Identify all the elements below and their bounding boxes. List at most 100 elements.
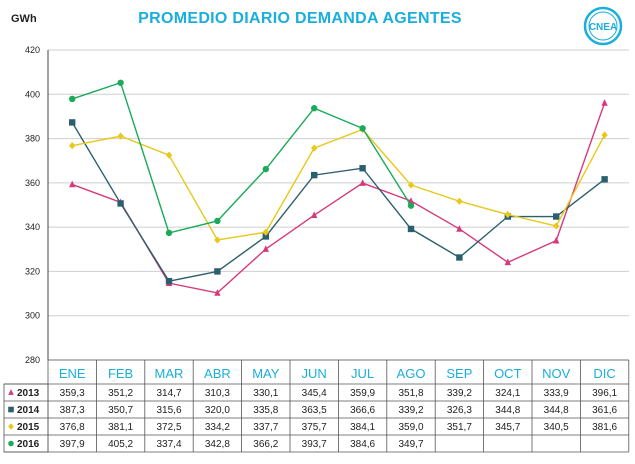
data-point-2015 xyxy=(117,132,124,140)
data-point-2013 xyxy=(456,225,463,232)
table-value: 345,7 xyxy=(495,422,520,433)
cnea-logo: CNEA xyxy=(583,6,623,46)
series-line-2016 xyxy=(71,81,412,234)
table-value: 396,1 xyxy=(592,388,617,399)
data-point-2014 xyxy=(456,254,463,261)
data-point-2015 xyxy=(407,181,415,189)
data-point-2013 xyxy=(311,211,318,218)
data-point-2014 xyxy=(262,233,269,240)
table-value: 326,3 xyxy=(447,405,472,416)
table-value: 339,2 xyxy=(398,405,423,416)
table-value: 324,1 xyxy=(495,388,520,399)
table-value: 375,7 xyxy=(302,422,327,433)
data-point-2014 xyxy=(117,200,124,207)
table-value: 384,6 xyxy=(350,439,375,450)
data-point-2016 xyxy=(69,95,76,103)
table-value: 337,4 xyxy=(156,439,181,450)
table-value: 330,1 xyxy=(253,388,278,399)
table-value: 351,2 xyxy=(108,388,133,399)
data-point-2014 xyxy=(553,213,560,220)
x-tick-label: ABR xyxy=(204,366,231,381)
legend-marker-2014 xyxy=(8,406,14,413)
series-line-2014 xyxy=(71,122,606,282)
legend-label: 2014 xyxy=(17,405,40,416)
data-point-2015 xyxy=(165,151,173,159)
table-value: 333,9 xyxy=(544,388,569,399)
data-point-2013 xyxy=(359,179,366,186)
y-tick-label: 400 xyxy=(25,89,40,99)
svg-text:CNEA: CNEA xyxy=(589,22,617,33)
x-tick-label: AGO xyxy=(397,366,426,381)
table-value: 335,8 xyxy=(253,405,278,416)
y-tick-label: 340 xyxy=(25,222,40,232)
table-value: 363,5 xyxy=(302,405,327,416)
legend-label: 2016 xyxy=(17,439,40,450)
table-value: 345,4 xyxy=(302,388,327,399)
table-value: 359,3 xyxy=(60,388,85,399)
table-value: 351,7 xyxy=(447,422,472,433)
data-point-2016 xyxy=(117,79,124,86)
data-point-2013 xyxy=(504,258,511,266)
table-value: 397,9 xyxy=(60,439,85,450)
table-value: 310,3 xyxy=(205,388,230,399)
data-point-2013 xyxy=(601,99,608,106)
x-tick-label: NOV xyxy=(542,366,571,381)
data-point-2015 xyxy=(601,131,608,139)
data-point-2013 xyxy=(262,245,269,252)
y-tick-label: 380 xyxy=(25,134,40,144)
table-value: 314,7 xyxy=(156,388,181,399)
data-point-2013 xyxy=(214,289,221,296)
table-value: 340,5 xyxy=(544,422,569,433)
x-tick-label: JUL xyxy=(351,366,374,381)
table-value: 334,2 xyxy=(205,422,230,433)
data-point-2016 xyxy=(407,202,415,209)
data-point-2014 xyxy=(407,225,415,233)
y-tick-label: 320 xyxy=(25,266,40,276)
x-tick-label: MAR xyxy=(155,366,184,381)
x-tick-label: OCT xyxy=(494,366,522,381)
series-line-2015 xyxy=(72,128,606,241)
y-tick-label: 300 xyxy=(25,311,40,321)
table-value: 339,2 xyxy=(447,388,472,399)
y-tick-label: 420 xyxy=(25,45,40,55)
x-tick-label: SEP xyxy=(446,366,472,381)
data-point-2014 xyxy=(359,165,366,172)
x-tick-label: JUN xyxy=(302,366,327,381)
data-point-2016 xyxy=(359,125,366,132)
x-tick-label: ENE xyxy=(59,366,86,381)
data-point-2015 xyxy=(504,210,511,219)
data-point-2015 xyxy=(311,144,318,152)
data-point-2014 xyxy=(69,119,76,126)
table-value: 361,6 xyxy=(592,405,617,416)
table-value: 384,1 xyxy=(350,422,375,433)
table-value: 337,7 xyxy=(253,422,278,433)
y-axis-unit-label: GWh xyxy=(11,13,37,25)
table-value: 387,3 xyxy=(60,405,85,416)
data-point-2015 xyxy=(262,228,269,236)
table-value: 320,0 xyxy=(205,405,230,416)
table-value: 350,7 xyxy=(108,405,133,416)
table-value: 381,1 xyxy=(108,422,133,433)
data-point-2015 xyxy=(69,142,76,150)
legend-marker-2015 xyxy=(8,423,14,430)
table-value: 372,5 xyxy=(156,422,181,433)
table-value: 366,6 xyxy=(350,405,375,416)
data-point-2015 xyxy=(456,197,463,205)
table-value: 344,8 xyxy=(544,405,569,416)
chart-title: PROMEDIO DIARIO DEMANDA AGENTES xyxy=(138,10,462,27)
table-value: 342,8 xyxy=(205,439,230,450)
data-point-2016 xyxy=(165,229,173,237)
data-point-2015 xyxy=(214,236,221,244)
x-tick-label: FEB xyxy=(108,366,133,381)
table-value: 359,9 xyxy=(350,388,375,399)
data-point-2014 xyxy=(165,277,173,285)
table-value: 405,2 xyxy=(108,439,133,450)
x-tick-label: MAY xyxy=(252,366,280,381)
data-point-2013 xyxy=(69,180,76,188)
table-value: 393,7 xyxy=(302,439,327,450)
series-line-2013 xyxy=(71,102,606,294)
y-tick-label: 360 xyxy=(25,178,40,188)
table-value: 376,8 xyxy=(60,422,85,433)
table-value: 359,0 xyxy=(398,422,423,433)
